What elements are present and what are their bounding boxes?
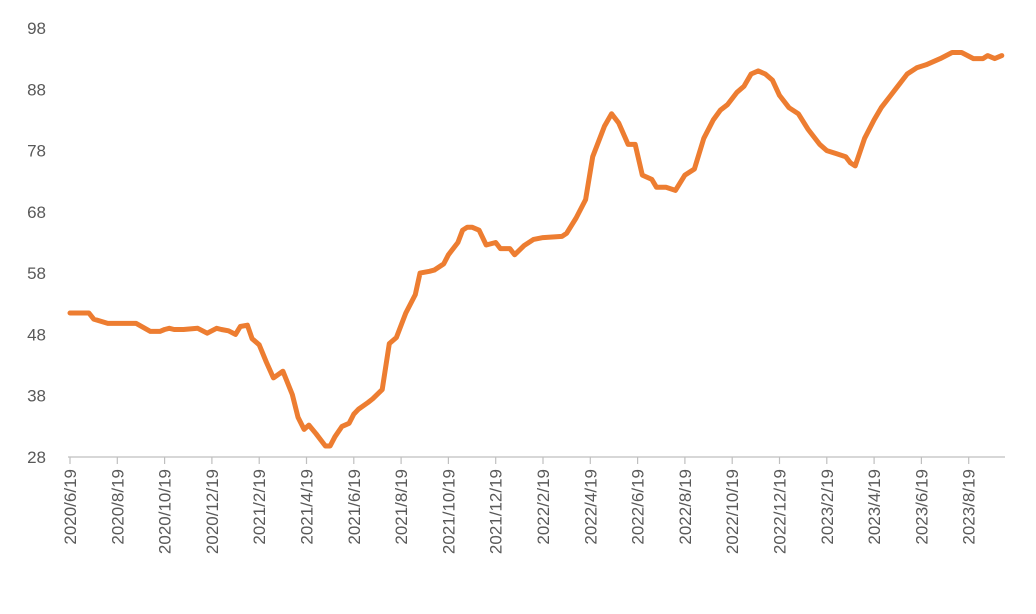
- x-tick-label: 2021/8/19: [392, 469, 411, 545]
- x-tick-label: 2021/6/19: [345, 469, 364, 545]
- x-axis-tick-marks: [69, 457, 970, 464]
- y-tick-label: 48: [27, 325, 46, 344]
- x-tick-label: 2023/2/19: [818, 469, 837, 545]
- x-tick-label: 2022/6/19: [629, 469, 648, 545]
- x-tick-label: 2022/4/19: [581, 469, 600, 545]
- x-tick-label: 2023/4/19: [865, 469, 884, 545]
- x-tick-label: 2022/10/19: [723, 469, 742, 554]
- y-tick-label: 68: [27, 203, 46, 222]
- x-tick-label: 2023/8/19: [960, 469, 979, 545]
- x-axis-tick-labels: 2020/6/19 2020/8/19 2020/10/19 2020/12/19 20…: [61, 469, 979, 554]
- series-line: [67, 50, 1005, 449]
- x-tick-label: 2020/6/19: [61, 469, 80, 545]
- x-tick-label: 2021/4/19: [298, 469, 317, 545]
- y-tick-label: 58: [27, 264, 46, 283]
- y-tick-label: 28: [27, 448, 46, 467]
- y-tick-label: 78: [27, 142, 46, 161]
- y-tick-label: 38: [27, 387, 46, 406]
- y-tick-label: 98: [27, 19, 46, 38]
- x-tick-label: 2020/10/19: [156, 469, 175, 554]
- x-tick-label: 2021/2/19: [250, 469, 269, 545]
- x-tick-label: 2021/10/19: [439, 469, 458, 554]
- x-tick-label: 2020/12/19: [203, 469, 222, 554]
- x-tick-label: 2020/8/19: [108, 469, 127, 545]
- x-tick-label: 2021/12/19: [487, 469, 506, 554]
- x-tick-label: 2023/6/19: [912, 469, 931, 545]
- x-tick-label: 2022/2/19: [534, 469, 553, 545]
- y-tick-label: 88: [27, 80, 46, 99]
- x-tick-label: 2022/12/19: [771, 469, 790, 554]
- y-axis-tick-labels: 98 88 78 68 58 48 38 28: [27, 19, 46, 467]
- x-tick-label: 2022/8/19: [676, 469, 695, 545]
